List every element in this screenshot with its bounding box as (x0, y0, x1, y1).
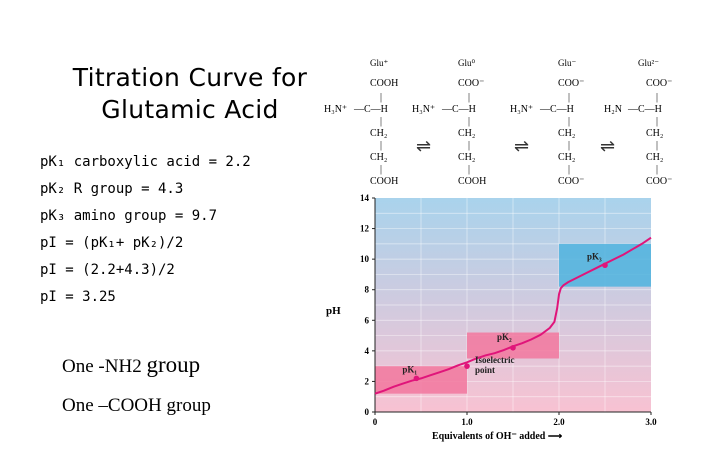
note-nh2-word: group (146, 352, 201, 377)
struct-bond: | (656, 116, 659, 127)
struct-top: COO⁻ (646, 78, 673, 89)
title-line-2: Glutamic Acid (101, 95, 279, 124)
x-axis-label-text: Equivalents of OH⁻ added (432, 431, 546, 442)
x-tick-label: 2.0 (553, 417, 565, 427)
title-line-1: Titration Curve for (72, 63, 308, 92)
marker-label: pK₃ (587, 251, 602, 261)
struct-bond: | (468, 140, 471, 151)
pi-formula-line: pI = (pK₁+ pK₂)/2 (40, 235, 184, 251)
struct-bond: | (468, 92, 471, 103)
pk3-line: pK₃ amino group = 9.7 (40, 208, 218, 224)
y-tick-label: 4 (365, 346, 370, 356)
note-nh2-prefix: One -NH (62, 356, 133, 377)
pi-substitution-line: pI = (2.2+4.3)/2 (40, 262, 175, 278)
struct-ch2: CH₂ (646, 152, 664, 163)
equilibrium-arrow-icon: ⇌ (514, 136, 530, 156)
species-label: Glu²⁻ (638, 58, 659, 68)
struct-bond: | (568, 140, 571, 151)
x-tick-label: 3.0 (645, 417, 657, 427)
marker-label: Isoelectric point (475, 355, 514, 375)
struct-ch2: CH₂ (370, 128, 388, 139)
struct-top: COO⁻ (558, 78, 585, 89)
struct-ch2: CH₂ (458, 128, 476, 139)
y-tick-label: 14 (360, 193, 370, 203)
struct-side: COO⁻ (558, 176, 585, 187)
equilibrium-arrow-icon: ⇌ (416, 136, 432, 156)
marker-layer: pK₁ Isoelectric point pK₂ pK₃ (402, 251, 608, 382)
struct-ch2: CH₂ (370, 152, 388, 163)
pk2-line: pK₂ R group = 4.3 (40, 181, 184, 197)
struct-top: COO⁻ (458, 78, 485, 89)
equilibrium-arrow-icon: ⇌ (600, 136, 616, 156)
pk-list: pK₁ carboxylic acid = 2.2 pK₂ R group = … (40, 152, 251, 314)
struct-alpha: —C—H (540, 104, 574, 115)
note-nh2-sub: 2 (132, 356, 142, 377)
marker-point (413, 375, 420, 382)
struct-bond: | (380, 116, 383, 127)
struct-bond: | (656, 92, 659, 103)
marker-label: pK₂ (497, 332, 512, 342)
titration-chart: 0 2 4 6 8 10 12 14 0 1.0 2.0 3.0 pK₁ Isoelectric poin… (326, 193, 657, 442)
marker-point (602, 262, 608, 269)
struct-side: COOH (370, 176, 399, 187)
struct-bond: | (656, 140, 659, 151)
y-axis-label: pH (326, 305, 341, 317)
struct-ch2: CH₂ (558, 152, 576, 163)
x-tick-label: 0 (373, 417, 378, 427)
struct-alpha: —C—H (354, 104, 388, 115)
note-nh2: One -NH2 group (62, 352, 200, 378)
struct-ch2: CH₂ (458, 152, 476, 163)
struct-side: COO⁻ (646, 176, 673, 187)
pk1-line: pK₁ carboxylic acid = 2.2 (40, 154, 251, 170)
y-tick-label: 0 (365, 407, 370, 417)
struct-alpha: —C—H (628, 104, 662, 115)
struct-amine: H₃N⁺ (412, 104, 436, 115)
struct-ch2: CH₂ (558, 128, 576, 139)
struct-amine: H₃N⁺ (324, 104, 348, 115)
struct-bond: | (380, 92, 383, 103)
struct-bond: | (568, 164, 571, 175)
struct-bond: | (568, 116, 571, 127)
struct-top: COOH (370, 78, 399, 89)
struct-ch2: CH₂ (646, 128, 664, 139)
struct-bond: | (380, 140, 383, 151)
species-label: Glu⁰ (458, 58, 476, 68)
axes: 0 2 4 6 8 10 12 14 0 1.0 2.0 3.0 (360, 193, 657, 427)
marker-point (464, 363, 470, 369)
pi-result-line: pI = 3.25 (40, 289, 116, 305)
struct-bond: | (468, 116, 471, 127)
marker-point (510, 345, 516, 351)
x-axis-label: Equivalents of OH⁻ added ⟶ (432, 431, 563, 442)
struct-side: COOH (458, 176, 487, 187)
struct-alpha: —C—H (442, 104, 476, 115)
glutamate-species-structures: Glu⁺ Glu⁰ Glu⁻ Glu²⁻ COOH | H₃N⁺ —C—H | … (318, 58, 698, 194)
species-label: Glu⁻ (558, 58, 577, 68)
species-label: Glu⁺ (370, 58, 389, 68)
struct-bond: | (568, 92, 571, 103)
y-tick-label: 10 (360, 254, 370, 264)
marker-label: pK₁ (402, 364, 417, 374)
y-tick-label: 8 (365, 285, 370, 295)
struct-amine: H₂N (604, 104, 622, 115)
struct-bond: | (656, 164, 659, 175)
struct-bond: | (380, 164, 383, 175)
y-tick-label: 6 (365, 315, 370, 325)
y-tick-label: 2 (365, 376, 370, 386)
struct-bond: | (468, 164, 471, 175)
titration-curve (374, 236, 652, 395)
curve-layer (374, 236, 652, 395)
x-tick-label: 1.0 (461, 417, 473, 427)
note-cooh: One –COOH group (62, 395, 211, 416)
struct-amine: H₃N⁺ (510, 104, 534, 115)
slide-title: Titration Curve for Glutamic Acid (40, 62, 340, 126)
y-tick-label: 12 (360, 224, 370, 234)
